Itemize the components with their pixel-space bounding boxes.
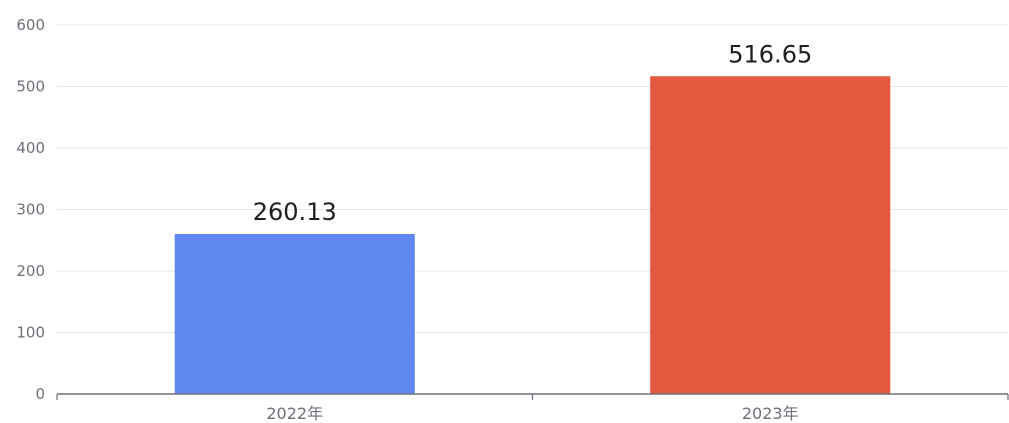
y-tick-label: 400	[16, 139, 45, 157]
y-axis-tick-labels: 0 100 200 300 400 500 600	[16, 16, 45, 403]
data-label: 260.13	[253, 198, 337, 226]
bar	[650, 76, 891, 394]
y-tick-label: 600	[16, 16, 45, 34]
y-tick-label: 300	[16, 201, 45, 219]
data-labels: 260.13 516.65	[253, 40, 812, 226]
x-tick-label: 2022年	[266, 404, 323, 423]
x-tick-label: 2023年	[742, 404, 799, 423]
x-axis: 2022年 2023年	[56, 393, 1009, 423]
bars	[174, 76, 891, 394]
y-tick-label: 100	[16, 324, 45, 342]
y-tick-label: 500	[16, 78, 45, 96]
data-label: 516.65	[728, 40, 812, 68]
y-tick-label: 0	[35, 385, 45, 403]
y-tick-label: 200	[16, 262, 45, 280]
bar	[174, 234, 415, 394]
